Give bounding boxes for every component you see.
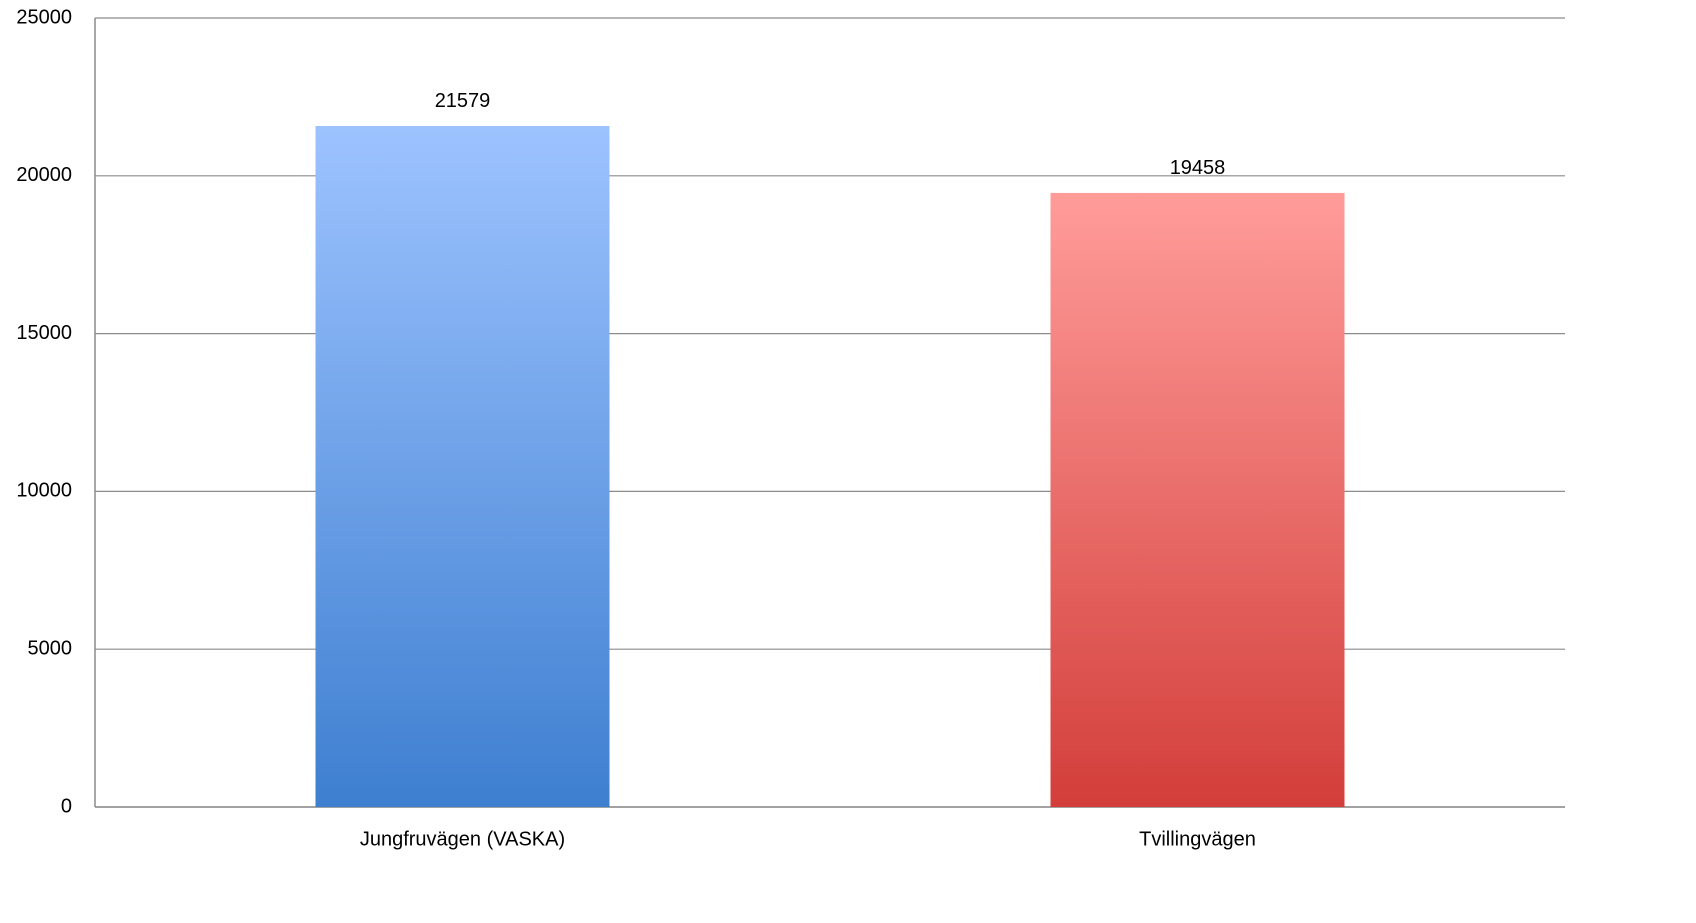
x-tick-label: Jungfruvägen (VASKA) [360,828,565,850]
y-tick-label: 25000 [16,6,72,28]
y-tick-label: 5000 [28,637,73,659]
y-tick-label: 0 [61,795,72,817]
bar [1050,192,1345,807]
x-tick-label: Tvillingvägen [1139,828,1256,850]
value-label: 19458 [1170,157,1226,179]
y-tick-label: 20000 [16,164,72,186]
y-tick-label: 10000 [16,480,72,502]
y-tick-label: 15000 [16,322,72,344]
bar [315,125,610,808]
value-label: 21579 [435,90,491,112]
